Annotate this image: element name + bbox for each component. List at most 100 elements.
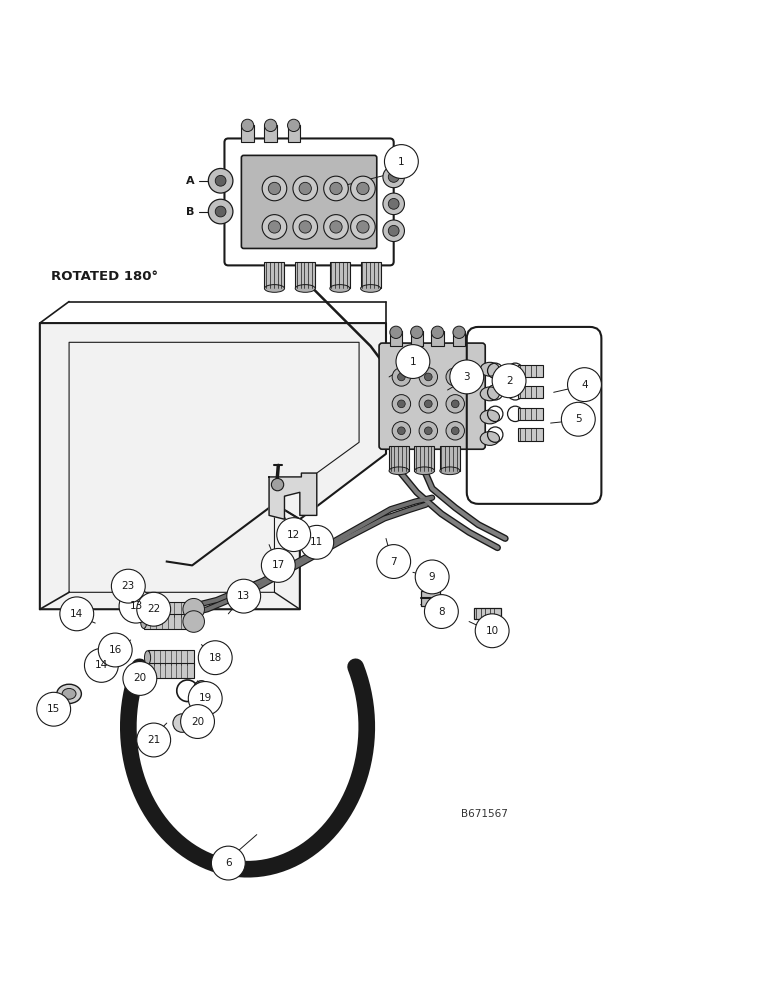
Circle shape xyxy=(388,225,399,236)
Bar xyxy=(265,125,277,142)
Circle shape xyxy=(60,597,93,631)
Bar xyxy=(147,650,194,665)
Circle shape xyxy=(425,400,432,408)
Ellipse shape xyxy=(480,410,499,424)
Circle shape xyxy=(392,395,411,413)
Text: 14: 14 xyxy=(95,660,108,670)
Ellipse shape xyxy=(361,285,381,292)
Circle shape xyxy=(452,400,459,408)
Circle shape xyxy=(388,198,399,209)
Text: 17: 17 xyxy=(272,560,285,570)
Circle shape xyxy=(450,360,484,394)
Circle shape xyxy=(227,579,261,613)
Bar xyxy=(361,262,381,288)
Circle shape xyxy=(398,427,405,435)
Bar xyxy=(475,608,501,619)
Circle shape xyxy=(123,662,157,695)
Ellipse shape xyxy=(440,467,460,475)
Text: 1: 1 xyxy=(398,157,405,167)
Circle shape xyxy=(425,373,432,381)
Circle shape xyxy=(392,422,411,440)
Bar xyxy=(415,446,435,471)
Circle shape xyxy=(299,182,311,195)
Circle shape xyxy=(390,326,402,338)
Text: 14: 14 xyxy=(70,609,83,619)
Circle shape xyxy=(208,199,233,224)
Circle shape xyxy=(137,592,171,626)
Circle shape xyxy=(357,221,369,233)
Circle shape xyxy=(446,422,465,440)
Circle shape xyxy=(357,182,369,195)
Circle shape xyxy=(432,326,444,338)
Text: 13: 13 xyxy=(237,591,250,601)
Circle shape xyxy=(493,364,526,398)
Circle shape xyxy=(208,168,233,193)
Bar xyxy=(518,408,543,420)
Ellipse shape xyxy=(389,467,409,475)
Ellipse shape xyxy=(265,285,284,292)
Text: 11: 11 xyxy=(310,537,323,547)
Text: ROTATED 180°: ROTATED 180° xyxy=(52,270,158,283)
Circle shape xyxy=(446,368,465,386)
Ellipse shape xyxy=(330,285,350,292)
Circle shape xyxy=(561,402,595,436)
Text: 6: 6 xyxy=(225,858,232,868)
Circle shape xyxy=(198,641,232,675)
Circle shape xyxy=(269,221,280,233)
Text: 9: 9 xyxy=(428,572,435,582)
Circle shape xyxy=(299,221,311,233)
Circle shape xyxy=(287,119,300,132)
Circle shape xyxy=(111,569,145,603)
Bar xyxy=(518,428,543,441)
Text: 22: 22 xyxy=(147,604,161,614)
Circle shape xyxy=(398,373,405,381)
FancyBboxPatch shape xyxy=(379,343,486,449)
Text: 16: 16 xyxy=(109,645,122,655)
Circle shape xyxy=(293,176,317,201)
Polygon shape xyxy=(40,323,386,609)
Circle shape xyxy=(37,692,70,726)
Circle shape xyxy=(183,598,205,620)
Circle shape xyxy=(419,368,438,386)
Circle shape xyxy=(277,518,310,552)
Ellipse shape xyxy=(141,602,147,616)
Text: 20: 20 xyxy=(191,717,204,727)
Bar xyxy=(453,331,466,346)
Text: 8: 8 xyxy=(438,607,445,617)
Text: B671567: B671567 xyxy=(462,809,508,819)
Circle shape xyxy=(383,193,405,215)
Circle shape xyxy=(411,326,423,338)
Circle shape xyxy=(350,215,375,239)
Circle shape xyxy=(212,846,245,880)
Bar xyxy=(390,331,402,346)
Circle shape xyxy=(183,611,205,632)
Circle shape xyxy=(198,685,205,692)
FancyBboxPatch shape xyxy=(242,155,377,248)
Text: 21: 21 xyxy=(147,735,161,745)
Circle shape xyxy=(330,221,342,233)
Circle shape xyxy=(392,368,411,386)
Circle shape xyxy=(293,215,317,239)
Text: 19: 19 xyxy=(198,693,212,703)
Circle shape xyxy=(323,215,348,239)
Bar xyxy=(411,331,423,346)
Bar xyxy=(440,446,460,471)
Circle shape xyxy=(188,682,222,715)
Text: 5: 5 xyxy=(575,414,581,424)
Circle shape xyxy=(84,648,118,682)
Circle shape xyxy=(419,395,438,413)
Circle shape xyxy=(446,395,465,413)
Circle shape xyxy=(350,176,375,201)
Ellipse shape xyxy=(480,387,499,401)
Circle shape xyxy=(567,368,601,402)
Circle shape xyxy=(398,400,405,408)
Bar xyxy=(295,262,315,288)
Bar xyxy=(242,125,254,142)
Bar xyxy=(144,614,194,629)
Circle shape xyxy=(330,182,342,195)
Ellipse shape xyxy=(144,664,151,678)
Circle shape xyxy=(453,326,466,338)
Text: 12: 12 xyxy=(287,530,300,540)
Circle shape xyxy=(323,176,348,201)
Circle shape xyxy=(242,119,254,132)
